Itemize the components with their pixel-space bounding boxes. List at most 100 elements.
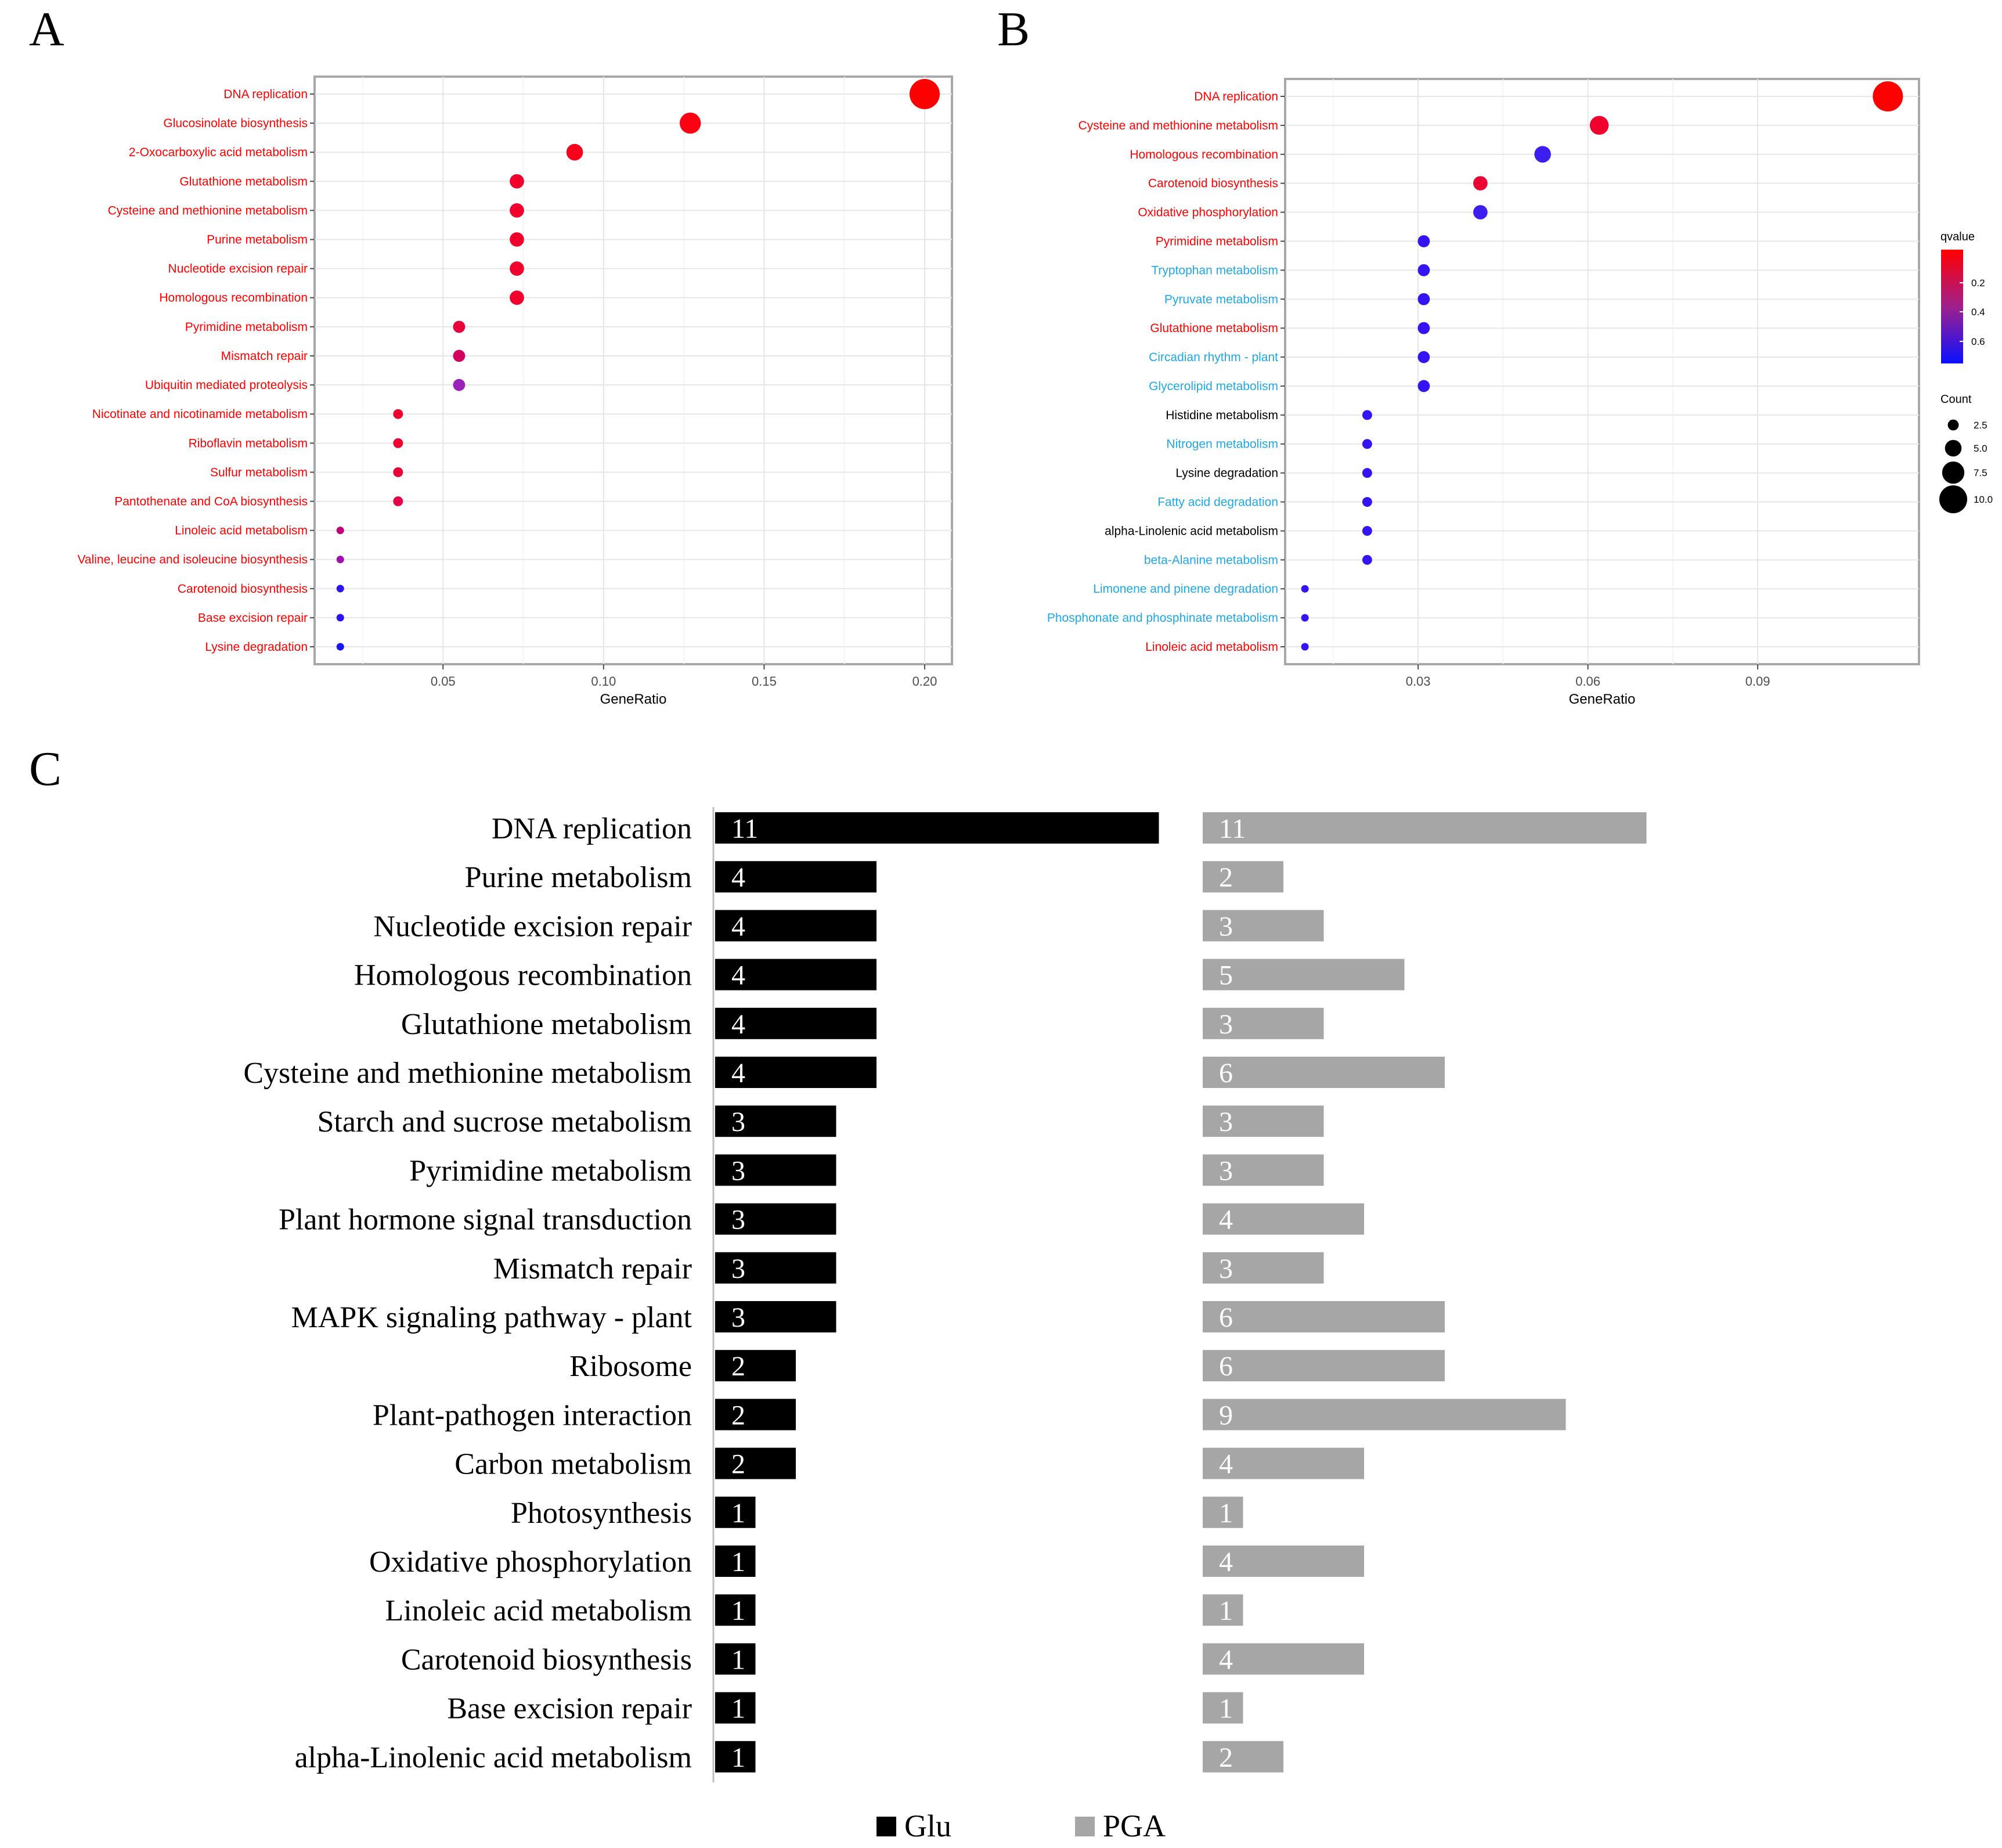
bar-pga bbox=[1203, 1741, 1283, 1773]
colorbar-tick-label: 0.2 bbox=[1971, 278, 1985, 289]
data-point bbox=[453, 350, 466, 362]
data-point bbox=[510, 290, 524, 305]
category-label: Glutathione metabolism bbox=[401, 1008, 692, 1041]
y-tick-label: Nitrogen metabolism bbox=[1166, 438, 1278, 451]
bar-pga bbox=[1203, 1203, 1364, 1235]
size-legend-label: 7.5 bbox=[1974, 467, 1987, 478]
bar-glu bbox=[715, 1105, 836, 1137]
data-point bbox=[1417, 380, 1430, 392]
bar-glu bbox=[715, 1594, 756, 1626]
data-point bbox=[510, 174, 524, 189]
bar-pga bbox=[1203, 1105, 1324, 1137]
y-tick-label: Pantothenate and CoA biosynthesis bbox=[114, 495, 308, 508]
bar-pga bbox=[1203, 1692, 1243, 1724]
bar-value-label: 1 bbox=[731, 1547, 745, 1577]
category-label: Pyrimidine metabolism bbox=[409, 1154, 692, 1187]
category-label: Homologous recombination bbox=[354, 959, 692, 992]
bar-pga bbox=[1203, 1301, 1445, 1332]
bar-value-label: 1 bbox=[1219, 1595, 1233, 1626]
plot-frame bbox=[1284, 78, 1920, 665]
size-legend-dot bbox=[1947, 419, 1959, 431]
category-label: Plant hormone signal transduction bbox=[279, 1204, 692, 1237]
legend-size-title: Count bbox=[1940, 393, 1972, 406]
bar-value-label: 3 bbox=[731, 1155, 745, 1186]
colorbar-tick-label: 0.4 bbox=[1971, 307, 1985, 318]
data-point bbox=[453, 379, 466, 391]
bar-pga bbox=[1203, 1594, 1243, 1626]
category-label: DNA replication bbox=[492, 812, 692, 845]
y-tick-label: Homologous recombination bbox=[1130, 148, 1278, 161]
bar-pga bbox=[1203, 1350, 1445, 1382]
y-tick-label: Valine, leucine and isoleucine biosynthe… bbox=[77, 553, 308, 567]
bar-pga bbox=[1203, 1007, 1324, 1039]
y-tick-label: Ubiquitin mediated proteolysis bbox=[145, 379, 308, 392]
bar-value-label: 3 bbox=[731, 1205, 745, 1235]
bar-value-label: 1 bbox=[1219, 1498, 1233, 1529]
bar-glu bbox=[715, 1350, 796, 1382]
y-tick-label: Pyrimidine metabolism bbox=[185, 320, 308, 334]
data-point bbox=[1362, 497, 1372, 507]
y-tick-label: Limonene and pinene degradation bbox=[1093, 582, 1278, 596]
data-point bbox=[1417, 351, 1430, 363]
bar-pga bbox=[1203, 1399, 1566, 1431]
y-tick-label: Histidine metabolism bbox=[1166, 409, 1278, 422]
bar-pga bbox=[1203, 812, 1647, 844]
bar-pga bbox=[1203, 1643, 1364, 1675]
bar-glu bbox=[715, 910, 876, 942]
category-label: Photosynthesis bbox=[511, 1497, 692, 1530]
bar-value-label: 3 bbox=[1219, 911, 1233, 942]
bar-value-label: 1 bbox=[731, 1498, 745, 1529]
size-legend-label: 5.0 bbox=[1974, 443, 1987, 454]
bar-glu bbox=[715, 1496, 756, 1528]
bar-pga bbox=[1203, 1057, 1445, 1088]
y-tick-label: Carotenoid biosynthesis bbox=[178, 582, 308, 596]
data-point bbox=[336, 614, 344, 622]
y-tick-label: Nucleotide excision repair bbox=[168, 262, 308, 276]
y-tick-label: DNA replication bbox=[1194, 90, 1278, 103]
data-point bbox=[1473, 176, 1488, 191]
panel-label-c: C bbox=[29, 742, 62, 796]
y-tick-label: Carotenoid biosynthesis bbox=[1148, 177, 1278, 190]
bar-value-label: 11 bbox=[1219, 813, 1246, 844]
category-label: Starch and sucrose metabolism bbox=[317, 1105, 692, 1139]
data-point bbox=[1362, 439, 1372, 449]
x-axis-title: GeneRatio bbox=[600, 691, 667, 707]
data-point bbox=[1417, 293, 1430, 305]
bar-glu bbox=[715, 861, 876, 893]
legend-color-title: qvalue bbox=[1940, 230, 1975, 243]
bar-value-label: 3 bbox=[1219, 1253, 1233, 1284]
panel-label-b: B bbox=[997, 2, 1030, 56]
data-point bbox=[336, 556, 344, 564]
y-tick-label: beta-Alanine metabolism bbox=[1144, 553, 1278, 567]
data-point bbox=[1362, 468, 1372, 478]
bar-value-label: 2 bbox=[1219, 862, 1233, 893]
data-point bbox=[510, 203, 524, 218]
bar-value-label: 2 bbox=[1219, 1742, 1233, 1773]
y-tick-label: Nicotinate and nicotinamide metabolism bbox=[92, 408, 308, 421]
y-tick-label: Circadian rhythm - plant bbox=[1149, 351, 1278, 364]
data-point bbox=[1301, 585, 1309, 593]
y-tick-label: Cysteine and methionine metabolism bbox=[108, 204, 308, 217]
data-point bbox=[1589, 116, 1609, 135]
bar-pga bbox=[1203, 1496, 1243, 1528]
x-tick-label: 0.10 bbox=[591, 674, 616, 689]
data-point bbox=[393, 409, 403, 419]
y-tick-label: Phosphonate and phosphinate metabolism bbox=[1047, 611, 1278, 625]
data-point bbox=[909, 79, 940, 109]
colorbar-tick-label: 0.6 bbox=[1971, 336, 1985, 347]
bar-value-label: 2 bbox=[731, 1351, 745, 1382]
bar-value-label: 5 bbox=[1219, 960, 1233, 991]
legend-label: PGA bbox=[1103, 1809, 1166, 1843]
y-tick-label: Sulfur metabolism bbox=[210, 466, 308, 479]
data-point bbox=[1873, 81, 1903, 111]
category-label: Cysteine and methionine metabolism bbox=[243, 1057, 692, 1090]
bar-value-label: 3 bbox=[731, 1302, 745, 1333]
y-tick-label: Linoleic acid metabolism bbox=[175, 524, 308, 538]
y-tick-label: Purine metabolism bbox=[207, 233, 308, 247]
x-tick-label: 0.20 bbox=[912, 674, 937, 689]
bar-pga bbox=[1203, 1447, 1364, 1479]
y-tick-label: Riboflavin metabolism bbox=[189, 437, 308, 450]
x-tick-label: 0.05 bbox=[431, 674, 456, 689]
bar-pga bbox=[1203, 861, 1283, 893]
data-point bbox=[510, 232, 524, 247]
